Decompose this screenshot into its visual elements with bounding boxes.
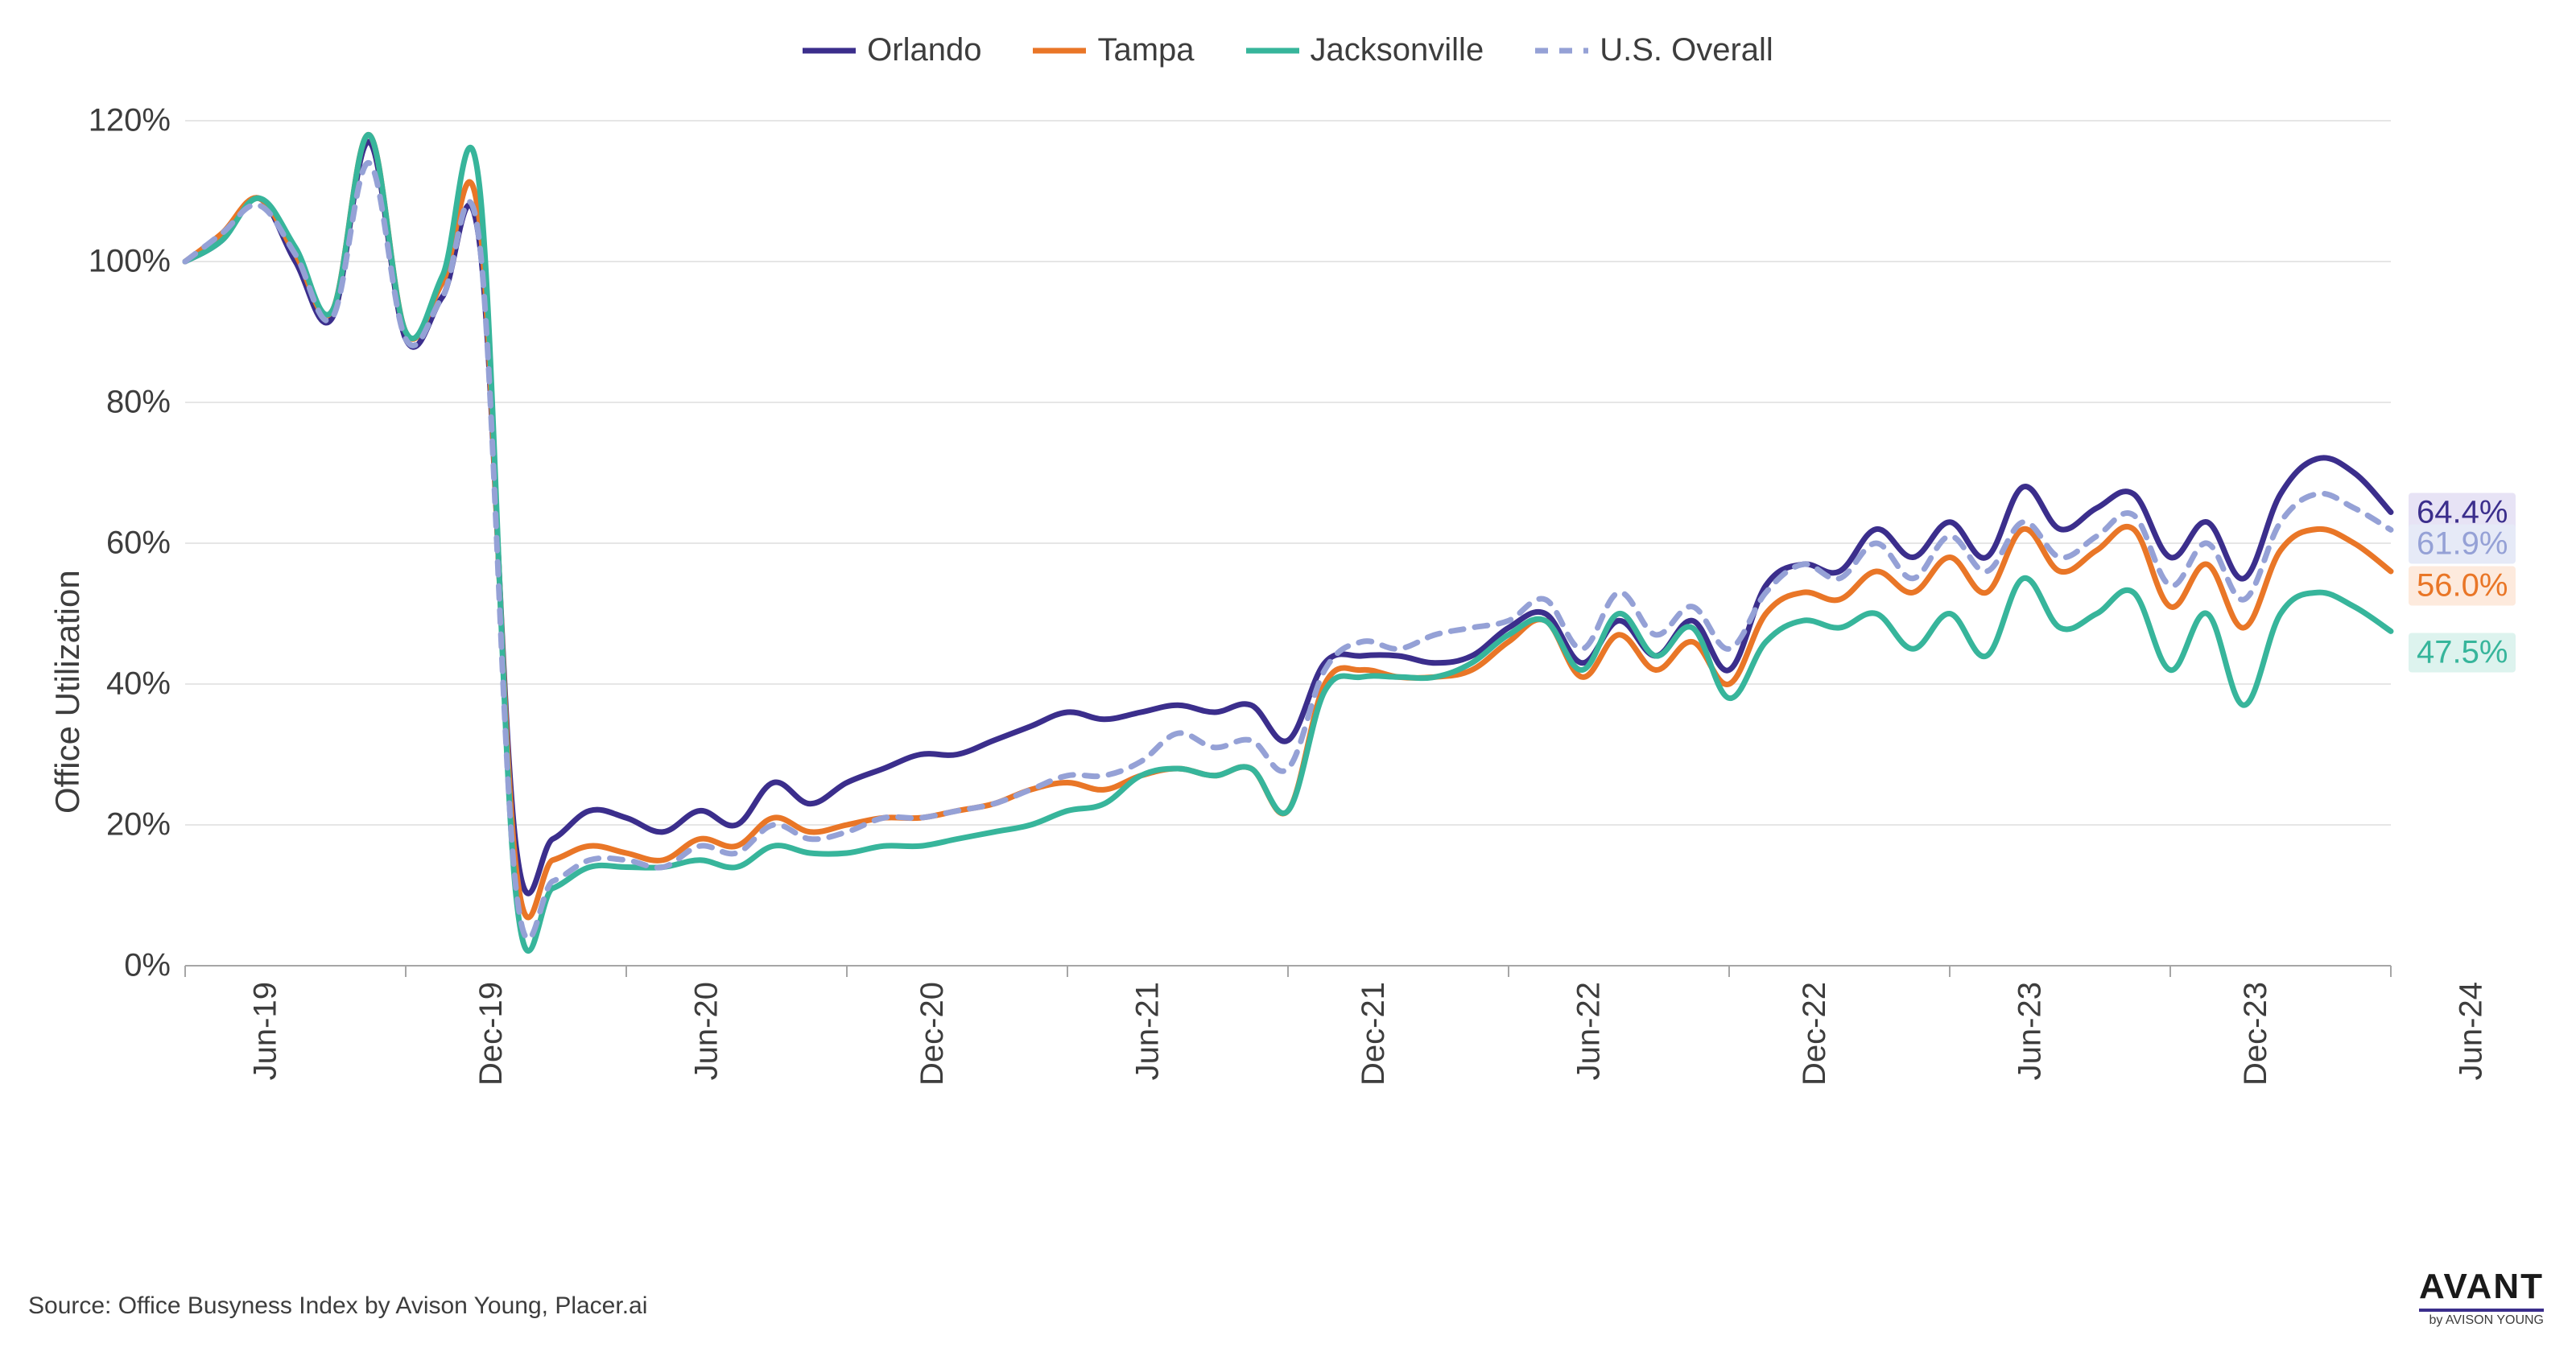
legend-label: Tampa	[1097, 32, 1194, 68]
y-tick-label: 40%	[106, 666, 171, 703]
legend-swatch	[1033, 44, 1086, 57]
y-tick-label: 20%	[106, 807, 171, 843]
plot-area: 0%20%40%60%80%100%120%Jun-19Dec-19Jun-20…	[185, 121, 2391, 966]
brand-main: AVANT	[2419, 1267, 2544, 1312]
legend-label: Jacksonville	[1311, 32, 1484, 68]
series-line	[185, 134, 2391, 917]
legend-label: Orlando	[867, 32, 981, 68]
legend-item: Jacksonville	[1246, 32, 1484, 68]
chart-container: OrlandoTampaJacksonvilleU.S. Overall 0%2…	[0, 0, 2576, 1352]
y-tick-label: 0%	[124, 948, 171, 984]
x-tick-label: Dec-23	[2238, 982, 2274, 1086]
x-tick-label: Dec-21	[1356, 982, 1392, 1086]
y-tick-label: 80%	[106, 385, 171, 421]
x-tick-label: Jun-23	[2012, 982, 2048, 1080]
y-tick-label: 120%	[89, 103, 171, 139]
legend-swatch	[1246, 44, 1299, 57]
legend-item: Orlando	[803, 32, 981, 68]
series-end-label: 47.5%	[2409, 633, 2516, 672]
x-tick-label: Jun-21	[1129, 982, 1166, 1080]
legend-swatch	[1535, 44, 1588, 57]
series-end-label: 56.0%	[2409, 566, 2516, 605]
x-tick-label: Jun-19	[247, 982, 283, 1080]
y-tick-label: 100%	[89, 244, 171, 280]
chart-svg	[185, 121, 2391, 966]
legend-swatch	[803, 44, 856, 57]
legend-item: Tampa	[1033, 32, 1194, 68]
brand-logo: AVANT by AVISON YOUNG	[2419, 1267, 2544, 1328]
legend-label: U.S. Overall	[1600, 32, 1773, 68]
x-tick-label: Jun-20	[688, 982, 724, 1080]
x-tick-label: Jun-24	[2453, 982, 2489, 1080]
legend-item: U.S. Overall	[1535, 32, 1773, 68]
y-axis-title: Office Utilization	[48, 570, 87, 814]
x-tick-label: Dec-20	[914, 982, 951, 1086]
x-tick-label: Jun-22	[1571, 982, 1607, 1080]
x-tick-label: Dec-19	[473, 982, 510, 1086]
x-tick-label: Dec-22	[1797, 982, 1833, 1086]
series-end-label: 61.9%	[2409, 524, 2516, 563]
series-line	[185, 142, 2391, 893]
y-tick-label: 60%	[106, 526, 171, 562]
source-note: Source: Office Busyness Index by Avison …	[28, 1292, 647, 1320]
brand-sub: by AVISON YOUNG	[2419, 1313, 2544, 1328]
legend: Orlando Tampa Jacksonville U.S. Overall	[0, 32, 2576, 68]
